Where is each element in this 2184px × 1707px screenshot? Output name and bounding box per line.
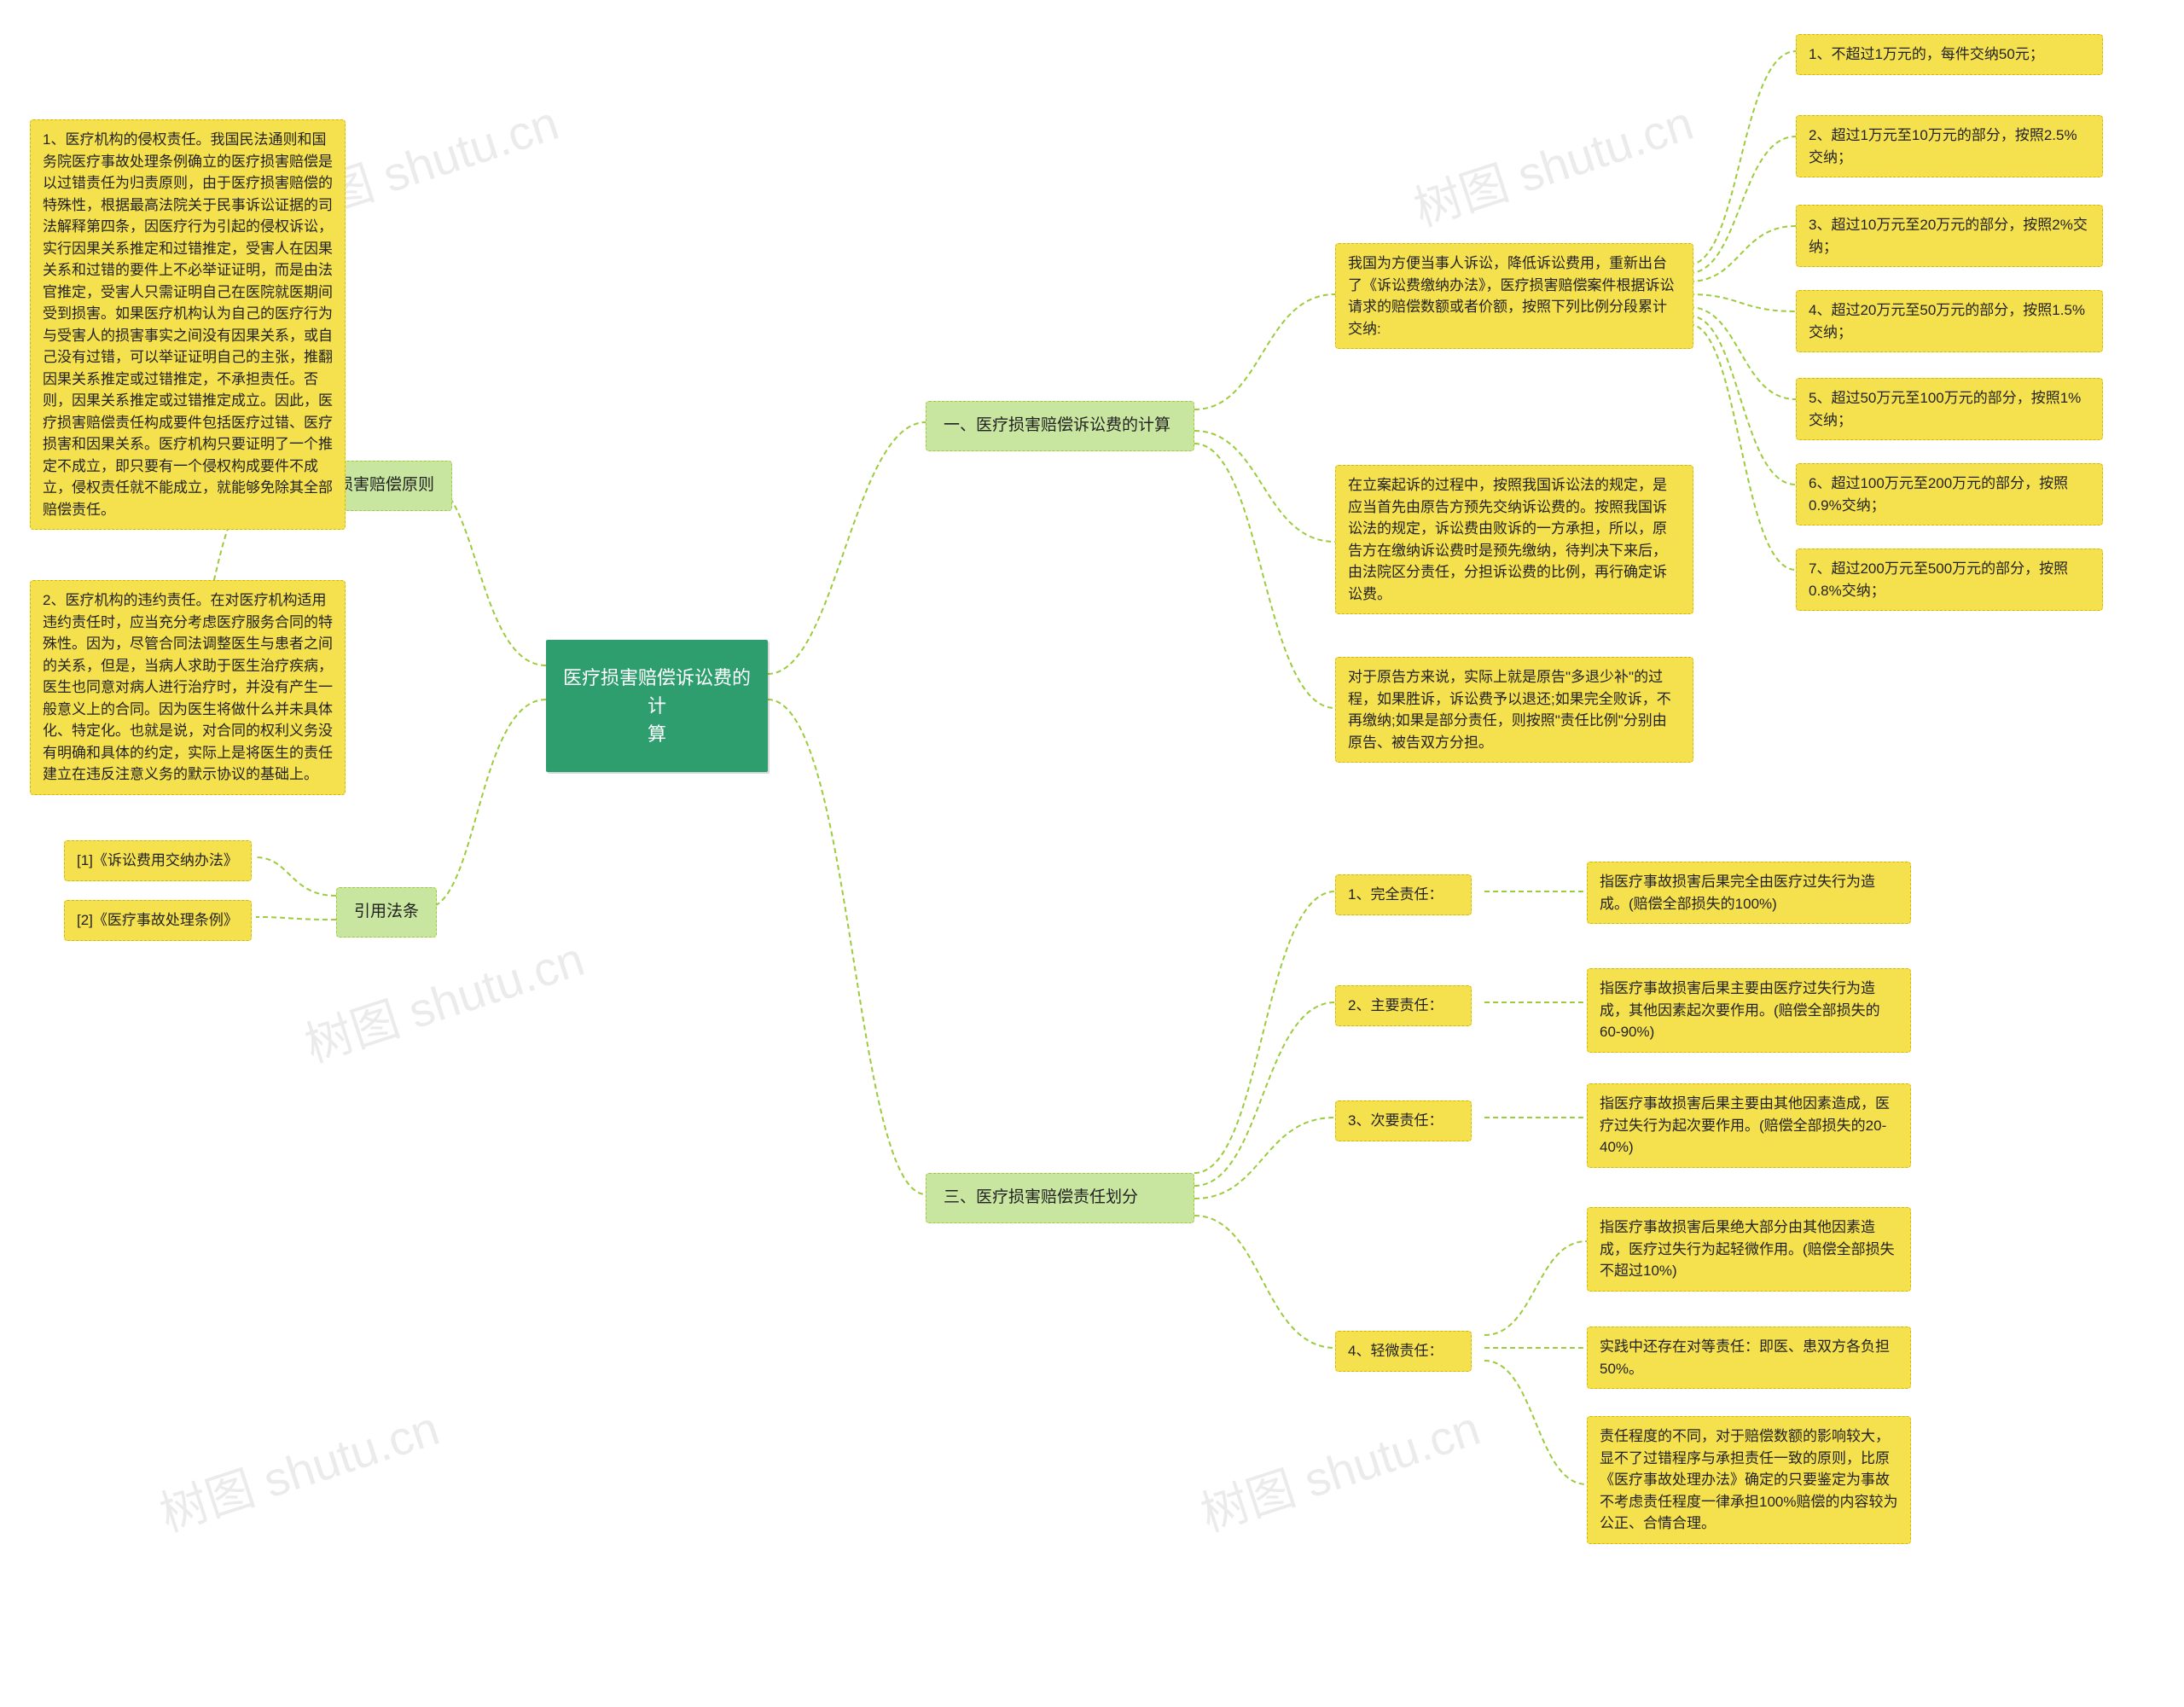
resp-1-desc: 指医疗事故损害后果完全由医疗过失行为造成。(赔偿全部损失的100%) xyxy=(1587,862,1911,924)
rule-3: 3、超过10万元至20万元的部分，按照2%交纳； xyxy=(1796,205,2103,267)
citation-2: [2]《医疗事故处理条例》 xyxy=(64,900,252,941)
watermark: 树图 shutu.cn xyxy=(150,1391,447,1546)
resp-2-label: 2、主要责任： xyxy=(1335,985,1472,1026)
resp-extra1: 实践中还存在对等责任：即医、患双方各负担50%。 xyxy=(1587,1327,1911,1389)
root-node: 医疗损害赔偿诉讼费的计 算 xyxy=(546,640,768,772)
resp-2-desc: 指医疗事故损害后果主要由医疗过失行为造成，其他因素起次要作用。(赔偿全部损失的6… xyxy=(1587,968,1911,1053)
rule-5: 5、超过50万元至100万元的部分，按照1%交纳； xyxy=(1796,378,2103,440)
rule-6: 6、超过100万元至200万元的部分，按照0.9%交纳； xyxy=(1796,463,2103,525)
resp-3-desc: 指医疗事故损害后果主要由其他因素造成，医疗过失行为起次要作用。(赔偿全部损失的2… xyxy=(1587,1083,1911,1168)
resp-1-label: 1、完全责任： xyxy=(1335,874,1472,915)
resp-extra2: 责任程度的不同，对于赔偿数额的影响较大，显不了过错程序与承担责任一致的原则，比原… xyxy=(1587,1416,1911,1544)
rule-4: 4、超过20万元至50万元的部分，按照1.5%交纳； xyxy=(1796,290,2103,352)
watermark: 树图 shutu.cn xyxy=(295,921,592,1077)
watermark: 树图 shutu.cn xyxy=(1191,1391,1488,1546)
section2-p2: 2、医疗机构的违约责任。在对医疗机构适用违约责任时，应当充分考虑医疗服务合同的特… xyxy=(30,580,346,795)
section1-intro: 我国为方便当事人诉讼，降低诉讼费用，重新出台了《诉讼费缴纳办法》，医疗损害赔偿案… xyxy=(1335,243,1693,349)
section1-note2: 对于原告方来说，实际上就是原告"多退少补"的过程，如果胜诉，诉讼费予以退还;如果… xyxy=(1335,657,1693,763)
section3-title: 三、医疗损害赔偿责任划分 xyxy=(926,1173,1194,1223)
section1-note1: 在立案起诉的过程中，按照我国诉讼法的规定，是应当首先由原告方预先交纳诉讼费的。按… xyxy=(1335,465,1693,614)
citation-1: [1]《诉讼费用交纳办法》 xyxy=(64,840,252,881)
rule-1: 1、不超过1万元的，每件交纳50元； xyxy=(1796,34,2103,75)
resp-3-label: 3、次要责任： xyxy=(1335,1100,1472,1141)
resp-4-desc: 指医疗事故损害后果绝大部分由其他因素造成，医疗过失行为起轻微作用。(赔偿全部损失… xyxy=(1587,1207,1911,1292)
citations-title: 引用法条 xyxy=(336,887,437,938)
section1-title: 一、医疗损害赔偿诉讼费的计算 xyxy=(926,401,1194,451)
section2-p1: 1、医疗机构的侵权责任。我国民法通则和国务院医疗事故处理条例确立的医疗损害赔偿是… xyxy=(30,119,346,530)
resp-4-label: 4、轻微责任： xyxy=(1335,1331,1472,1372)
rule-7: 7、超过200万元至500万元的部分，按照0.8%交纳； xyxy=(1796,549,2103,611)
watermark: 树图 shutu.cn xyxy=(1404,85,1701,241)
rule-2: 2、超过1万元至10万元的部分，按照2.5%交纳； xyxy=(1796,115,2103,177)
